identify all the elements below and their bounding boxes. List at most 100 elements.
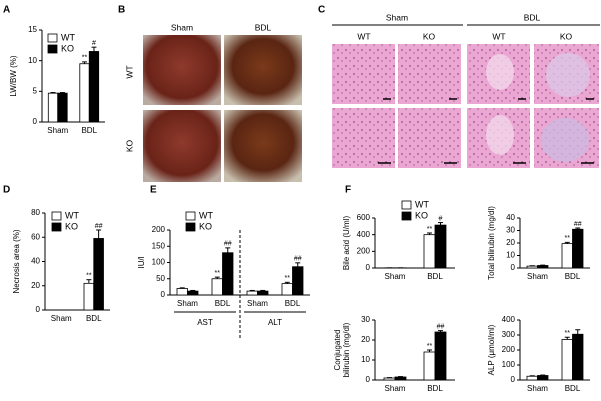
bar <box>561 243 573 269</box>
x-tick-label: BDL <box>86 314 102 323</box>
significance-mark: ## <box>95 223 103 230</box>
x-tick-label: Sham <box>177 299 198 308</box>
histology-column-label: WT <box>357 31 370 41</box>
bar <box>79 63 90 123</box>
legend-label: WT <box>61 32 75 42</box>
y-tick-label: 10 <box>506 251 515 260</box>
significance-mark: # <box>439 215 443 222</box>
x-tick-label: BDL <box>215 299 231 308</box>
x-tick-label: Sham <box>527 384 548 393</box>
x-tick-label: BDL <box>565 384 581 393</box>
y-tick-label: 20 <box>361 335 370 344</box>
bar <box>83 282 95 311</box>
bar <box>47 92 59 123</box>
legend-swatch <box>185 222 196 232</box>
bar <box>211 278 223 296</box>
bar <box>187 290 199 296</box>
legend-swatch <box>401 211 412 221</box>
histology-column-label: KO <box>423 31 436 41</box>
group-label: AST <box>197 318 213 327</box>
significance-mark: ** <box>285 275 291 282</box>
legend-swatch <box>51 211 62 221</box>
y-axis-label: Total bilirubin (mg/dl) <box>487 206 496 280</box>
histology-images <box>332 44 599 168</box>
bar <box>526 375 538 381</box>
histology-column-label: WT <box>492 31 505 41</box>
panel-label: E <box>150 185 157 196</box>
x-tick-label: Sham <box>47 126 68 135</box>
liver-photo <box>143 35 221 105</box>
y-tick-label: 300 <box>502 330 516 339</box>
bar <box>88 51 100 123</box>
panel-label: B <box>118 5 125 16</box>
histology-group-label: BDL <box>524 12 541 22</box>
bar <box>383 377 396 381</box>
x-tick-label: BDL <box>427 384 443 393</box>
y-tick-label: 30 <box>361 315 370 324</box>
legend-label: KO <box>61 43 74 53</box>
bar <box>537 265 549 269</box>
y-tick-label: 200 <box>502 345 516 354</box>
y-tick-label: 40 <box>506 213 515 222</box>
legend-swatch <box>47 44 58 54</box>
y-tick-label: 50 <box>156 274 165 283</box>
significance-mark: # <box>92 40 96 47</box>
panel-label: C <box>318 5 325 16</box>
y-tick-label: 0 <box>511 263 516 272</box>
panel-label: A <box>3 5 10 16</box>
y-tick-label: 0 <box>366 375 371 384</box>
significance-mark: ** <box>565 330 571 337</box>
liver-photo <box>224 110 302 182</box>
y-tick-label: 30 <box>506 226 515 235</box>
legend-swatch <box>401 200 412 210</box>
y-tick-label: 10 <box>361 355 370 364</box>
y-axis-label: Conjugated <box>333 330 342 371</box>
group-label: ALT <box>268 318 282 327</box>
y-tick-label: 10 <box>28 56 37 65</box>
legend-label: WT <box>65 210 79 220</box>
y-axis-label: bilirubin (mg/dl) <box>342 322 351 377</box>
photo-column-label: Sham <box>171 22 193 32</box>
y-tick-label: 150 <box>152 241 166 250</box>
significance-mark: ## <box>224 241 232 248</box>
y-axis-label: ALP (μmol/ml) <box>487 324 496 375</box>
legend-label: KO <box>199 221 212 231</box>
y-tick-label: 400 <box>502 315 516 324</box>
legend-label: KO <box>65 221 78 231</box>
x-tick-label: Sham <box>51 314 72 323</box>
y-tick-label: 0 <box>36 305 41 314</box>
legend-label: WT <box>415 199 429 209</box>
bar <box>434 224 447 269</box>
y-tick-label: 20 <box>31 281 40 290</box>
y-tick-label: 200 <box>152 225 166 234</box>
significance-mark: ** <box>427 226 433 233</box>
bar <box>434 331 447 381</box>
bar <box>57 92 68 123</box>
panel-label: F <box>345 185 351 196</box>
y-tick-label: 60 <box>31 232 40 241</box>
bar <box>561 339 573 381</box>
significance-mark: ## <box>294 256 302 263</box>
y-tick-label: 400 <box>357 230 371 239</box>
y-tick-label: 5 <box>33 86 38 95</box>
liver-photo <box>224 35 302 105</box>
bar <box>423 234 436 269</box>
legend-swatch <box>185 211 196 221</box>
significance-mark: ** <box>215 270 221 277</box>
y-axis-label: LW/BW (%) <box>9 55 18 97</box>
liver-photo <box>143 110 221 182</box>
y-tick-label: 20 <box>506 238 515 247</box>
y-axis-label: Necrosis area (%) <box>12 229 21 293</box>
significance-mark: ## <box>574 221 582 228</box>
y-tick-label: 80 <box>31 208 40 217</box>
y-tick-label: 0 <box>161 290 166 299</box>
significance-mark: ** <box>565 235 571 242</box>
bar <box>257 290 269 296</box>
x-tick-label: BDL <box>81 126 97 135</box>
photo-row-label: KO <box>124 139 134 152</box>
x-tick-label: Sham <box>385 384 406 393</box>
bar <box>246 290 258 296</box>
legend-label: KO <box>415 210 428 220</box>
y-tick-label: 100 <box>502 360 516 369</box>
